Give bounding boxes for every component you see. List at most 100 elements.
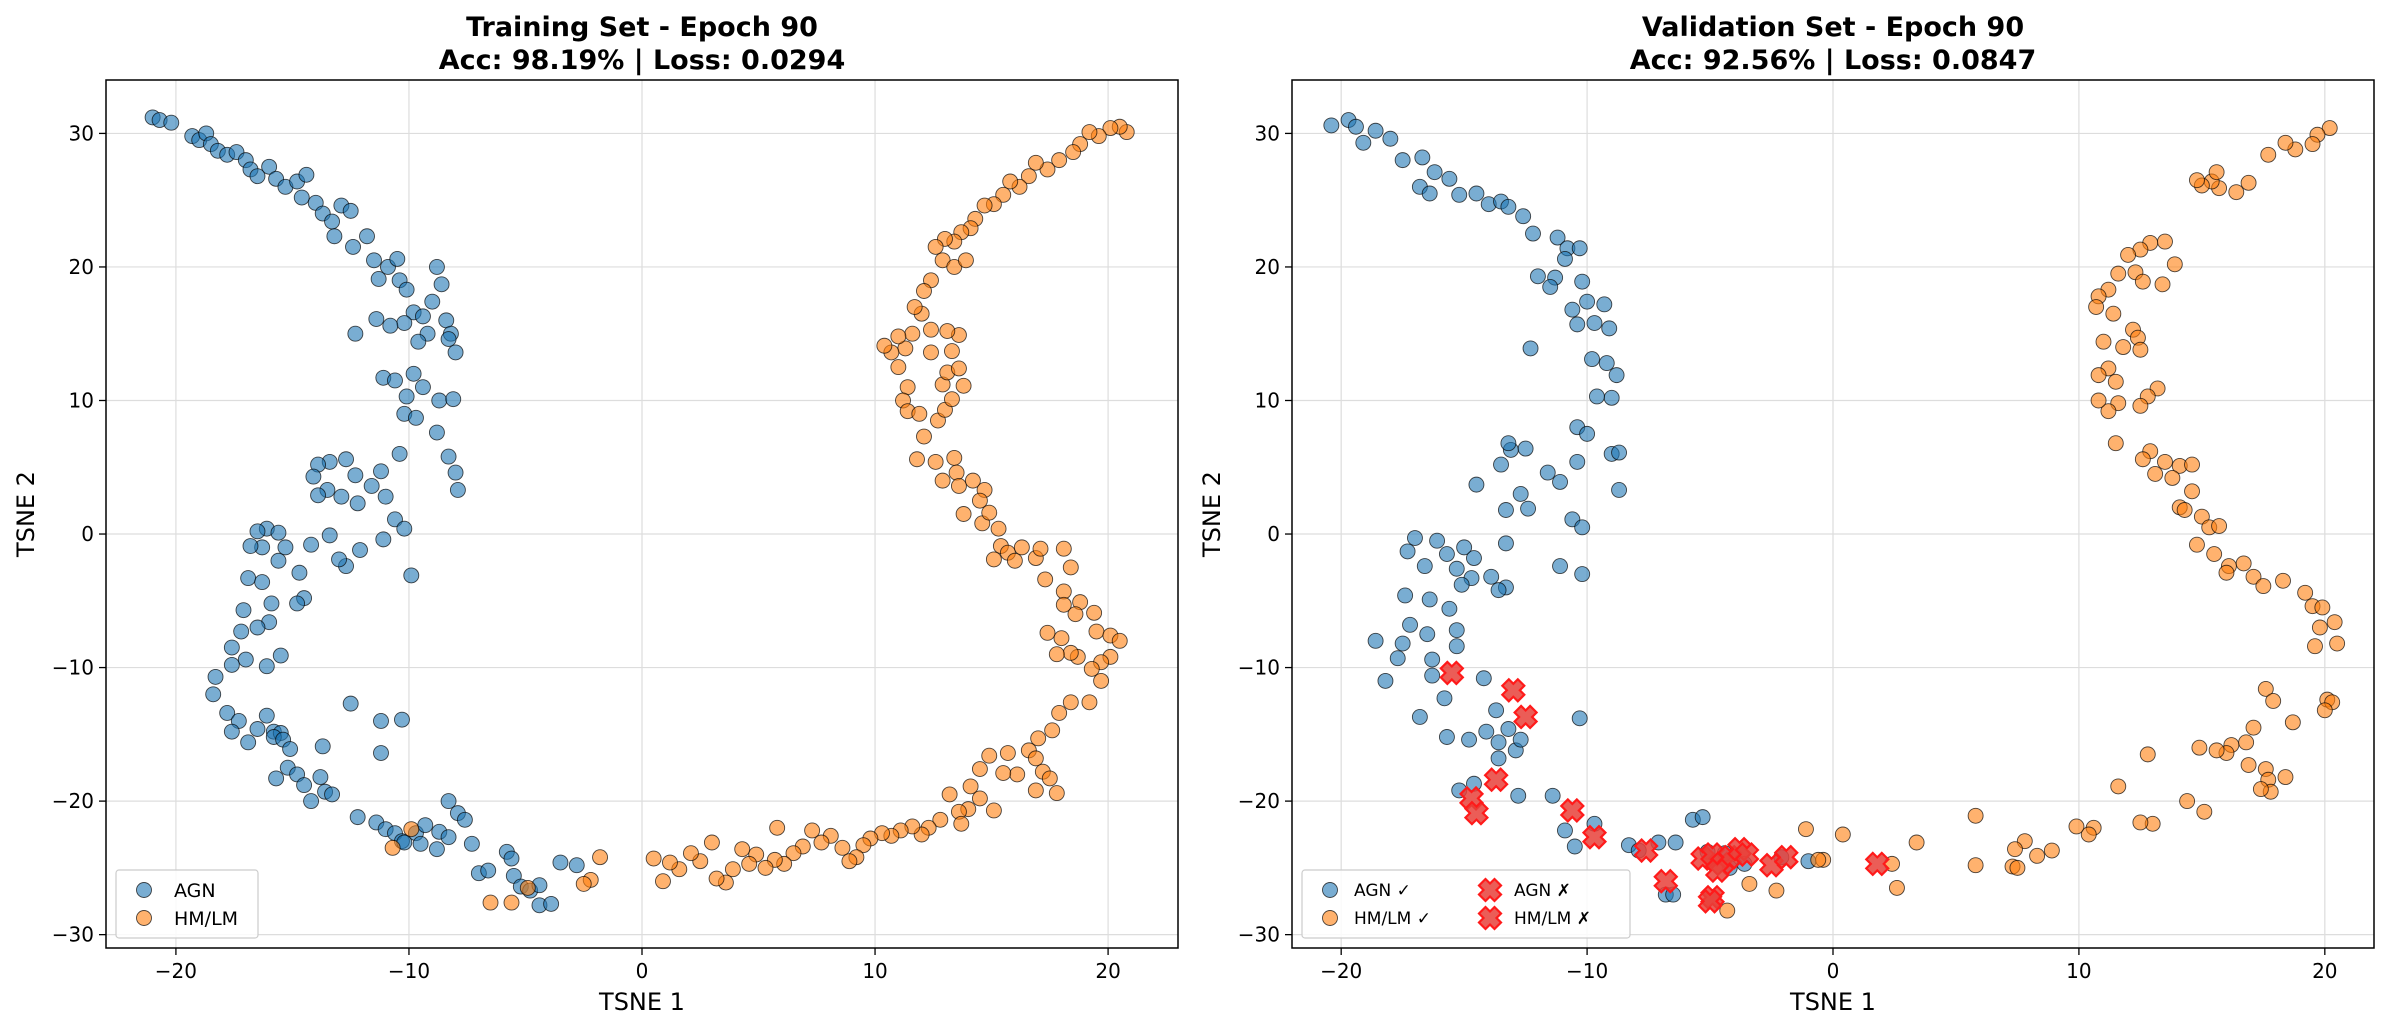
training-agn-point <box>347 325 364 342</box>
validation-agn-point <box>1441 170 1458 187</box>
validation-agn-point <box>1557 822 1573 839</box>
training-agn-point <box>207 668 224 685</box>
training-hmlm-point <box>964 472 981 489</box>
validation-agn-point <box>1517 440 1534 457</box>
training-agn-point <box>373 713 389 729</box>
validation-agn-point <box>1571 710 1588 727</box>
validation-legend: AGN ✓ HM/LM ✓ AGN ✗ HM/LM ✗ <box>1301 869 1631 939</box>
validation-hmlm-point <box>2275 572 2291 589</box>
validation-hmlm-wrong-point <box>1439 660 1465 686</box>
training-hmlm-point <box>1083 660 1100 677</box>
validation-hmlm-point <box>2029 847 2046 864</box>
training-hmlm-point <box>1081 124 1098 141</box>
validation-hmlm-wrong-point <box>1483 767 1509 793</box>
validation-agn-point <box>1483 568 1500 585</box>
validation-hmlm-point <box>2284 714 2301 731</box>
validation-hmlm-point <box>1797 821 1814 838</box>
validation-hmlm-point <box>2166 256 2183 273</box>
validation-hmlm-point <box>2206 546 2223 563</box>
training-hmlm-point <box>1013 539 1030 556</box>
validation-hmlm-point <box>2238 734 2255 751</box>
training-hmlm-point <box>804 822 821 839</box>
validation-hmlm-point <box>2009 859 2026 876</box>
training-agn-point <box>414 379 431 396</box>
validation-hmlm-wrong-point <box>1513 704 1539 730</box>
training-legend: AGN HM/LM <box>115 869 259 939</box>
validation-hmlm-point <box>2188 172 2205 189</box>
training-agn-point <box>258 707 275 724</box>
training-legend-marker <box>136 882 152 898</box>
validation-hmlm-point <box>2132 341 2149 358</box>
validation-hmlm-point <box>2107 373 2124 390</box>
validation-hmlm-point <box>2115 339 2132 356</box>
validation-hmlm-point <box>2157 453 2173 470</box>
training-ytick-label: 10 <box>69 388 94 412</box>
validation-hmlm-point <box>2235 555 2252 572</box>
validation-agn-point <box>1475 670 1492 687</box>
training-agn-point <box>414 308 431 325</box>
training-ylabel: TSNE 2 <box>12 471 40 558</box>
validation-hmlm-point <box>2107 435 2124 452</box>
training-hmlm-point <box>1044 722 1061 739</box>
training-hmlm-point <box>592 849 609 866</box>
training-hmlm-point <box>645 850 662 867</box>
validation-hmlm-wrong-point <box>1500 677 1526 703</box>
validation-hmlm-wrong-point <box>1653 868 1679 894</box>
validation-agn-point <box>1601 320 1618 337</box>
training-hmlm-point <box>1032 540 1049 557</box>
training-ytick-label: 20 <box>69 255 94 279</box>
training-hmlm-point <box>1088 623 1105 640</box>
training-hmlm-point <box>995 765 1012 782</box>
training-hmlm-point <box>575 875 592 892</box>
validation-agn-point <box>1421 185 1438 202</box>
training-hmlm-point <box>1048 646 1065 663</box>
validation-xtick-label: 20 <box>2312 959 2337 983</box>
validation-legend-marker <box>1322 910 1338 926</box>
validation-agn-point <box>1500 198 1517 215</box>
training-agn-point <box>289 595 306 612</box>
validation-hmlm-point <box>2110 265 2127 282</box>
validation-hmlm-point <box>2184 456 2200 473</box>
training-legend-marker <box>136 910 152 926</box>
training-agn-point <box>249 168 266 185</box>
validation-agn-point <box>1569 316 1586 333</box>
training-agn-point <box>331 551 347 568</box>
validation-agn-point <box>1355 134 1372 151</box>
training-legend-label: AGN <box>174 880 216 902</box>
validation-hmlm-point <box>2105 305 2122 322</box>
training-agn-point <box>398 281 415 298</box>
validation-agn-point <box>1611 444 1628 461</box>
training-agn-point <box>428 841 445 858</box>
training-grid <box>106 80 1178 948</box>
validation-agn-point <box>1512 731 1529 748</box>
training-agn-point <box>298 166 315 183</box>
training-hmlm-point <box>1111 632 1128 649</box>
training-hmlm-point <box>403 821 420 838</box>
training-hmlm-point <box>962 778 979 795</box>
training-hmlm-point <box>1086 604 1103 621</box>
validation-ticks: −20 −10 0 10 20 −30 −20 −10 0 10 20 30 <box>1238 121 2338 983</box>
training-hmlm-point <box>655 873 671 890</box>
training-hmlm-point <box>985 551 1002 568</box>
training-hmlm-point <box>662 854 678 871</box>
training-hmlm-point <box>1062 694 1079 711</box>
validation-hmlm-point <box>2228 184 2245 201</box>
training-hmlm-point <box>855 837 872 854</box>
training-xlabel: TSNE 1 <box>598 988 685 1016</box>
training-xtick-label: −10 <box>388 959 430 983</box>
validation-hmlm-point <box>2218 564 2235 581</box>
validation-agn-point <box>1493 456 1509 473</box>
validation-agn-point <box>1510 787 1527 804</box>
training-xtick-label: 0 <box>636 959 649 983</box>
validation-agn-point <box>1549 229 1566 246</box>
validation-hmlm-point <box>2240 757 2257 774</box>
validation-hmlm-point <box>2245 568 2262 585</box>
validation-xtick-label: −10 <box>1566 959 1608 983</box>
validation-agn-point <box>1569 453 1586 470</box>
validation-hmlm-point <box>2314 599 2331 616</box>
validation-hmlm-point <box>2095 333 2112 350</box>
training-agn-point <box>456 811 473 828</box>
training-hmlm-point <box>519 879 536 896</box>
training-hmlm-point <box>939 323 956 340</box>
